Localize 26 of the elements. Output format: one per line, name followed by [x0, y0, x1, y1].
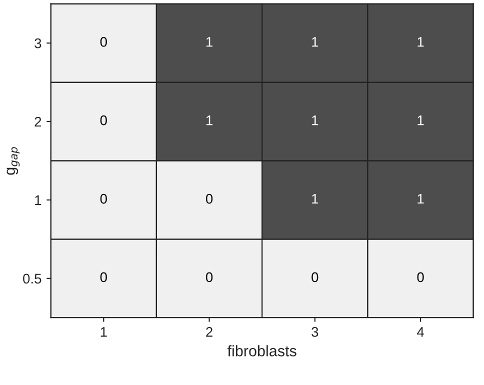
x-tick-label: 4 [416, 327, 424, 337]
y-tick-label: 0.5 [23, 274, 42, 284]
y-tick-label: 2 [34, 116, 42, 127]
data-label: 0 [417, 272, 424, 282]
data-label: 1 [206, 37, 212, 47]
data-label: 0 [100, 115, 107, 126]
data-label: 1 [418, 194, 424, 204]
y-axis-title: g$_{gap}$ [6, 147, 20, 175]
data-label: 0 [100, 272, 107, 282]
x-axis-title: fibroblasts [227, 345, 296, 356]
x-tick-label: 1 [100, 327, 107, 337]
data-label: 1 [206, 116, 212, 126]
data-label: 1 [418, 116, 424, 126]
data-label: 0 [100, 36, 107, 47]
data-label: 0 [206, 272, 213, 282]
data-label: 1 [312, 37, 318, 47]
data-label: 1 [418, 37, 424, 47]
y-tick-label: 1 [35, 195, 42, 205]
data-label: 0 [312, 272, 318, 282]
y-tick-label: 3 [34, 38, 42, 48]
data-label: 0 [206, 194, 213, 204]
data-label: 1 [312, 116, 318, 126]
x-tick-label: 2 [206, 327, 212, 337]
data-label: 0 [100, 194, 107, 204]
x-tick-label: 3 [312, 327, 318, 337]
data-label: 1 [312, 194, 318, 204]
